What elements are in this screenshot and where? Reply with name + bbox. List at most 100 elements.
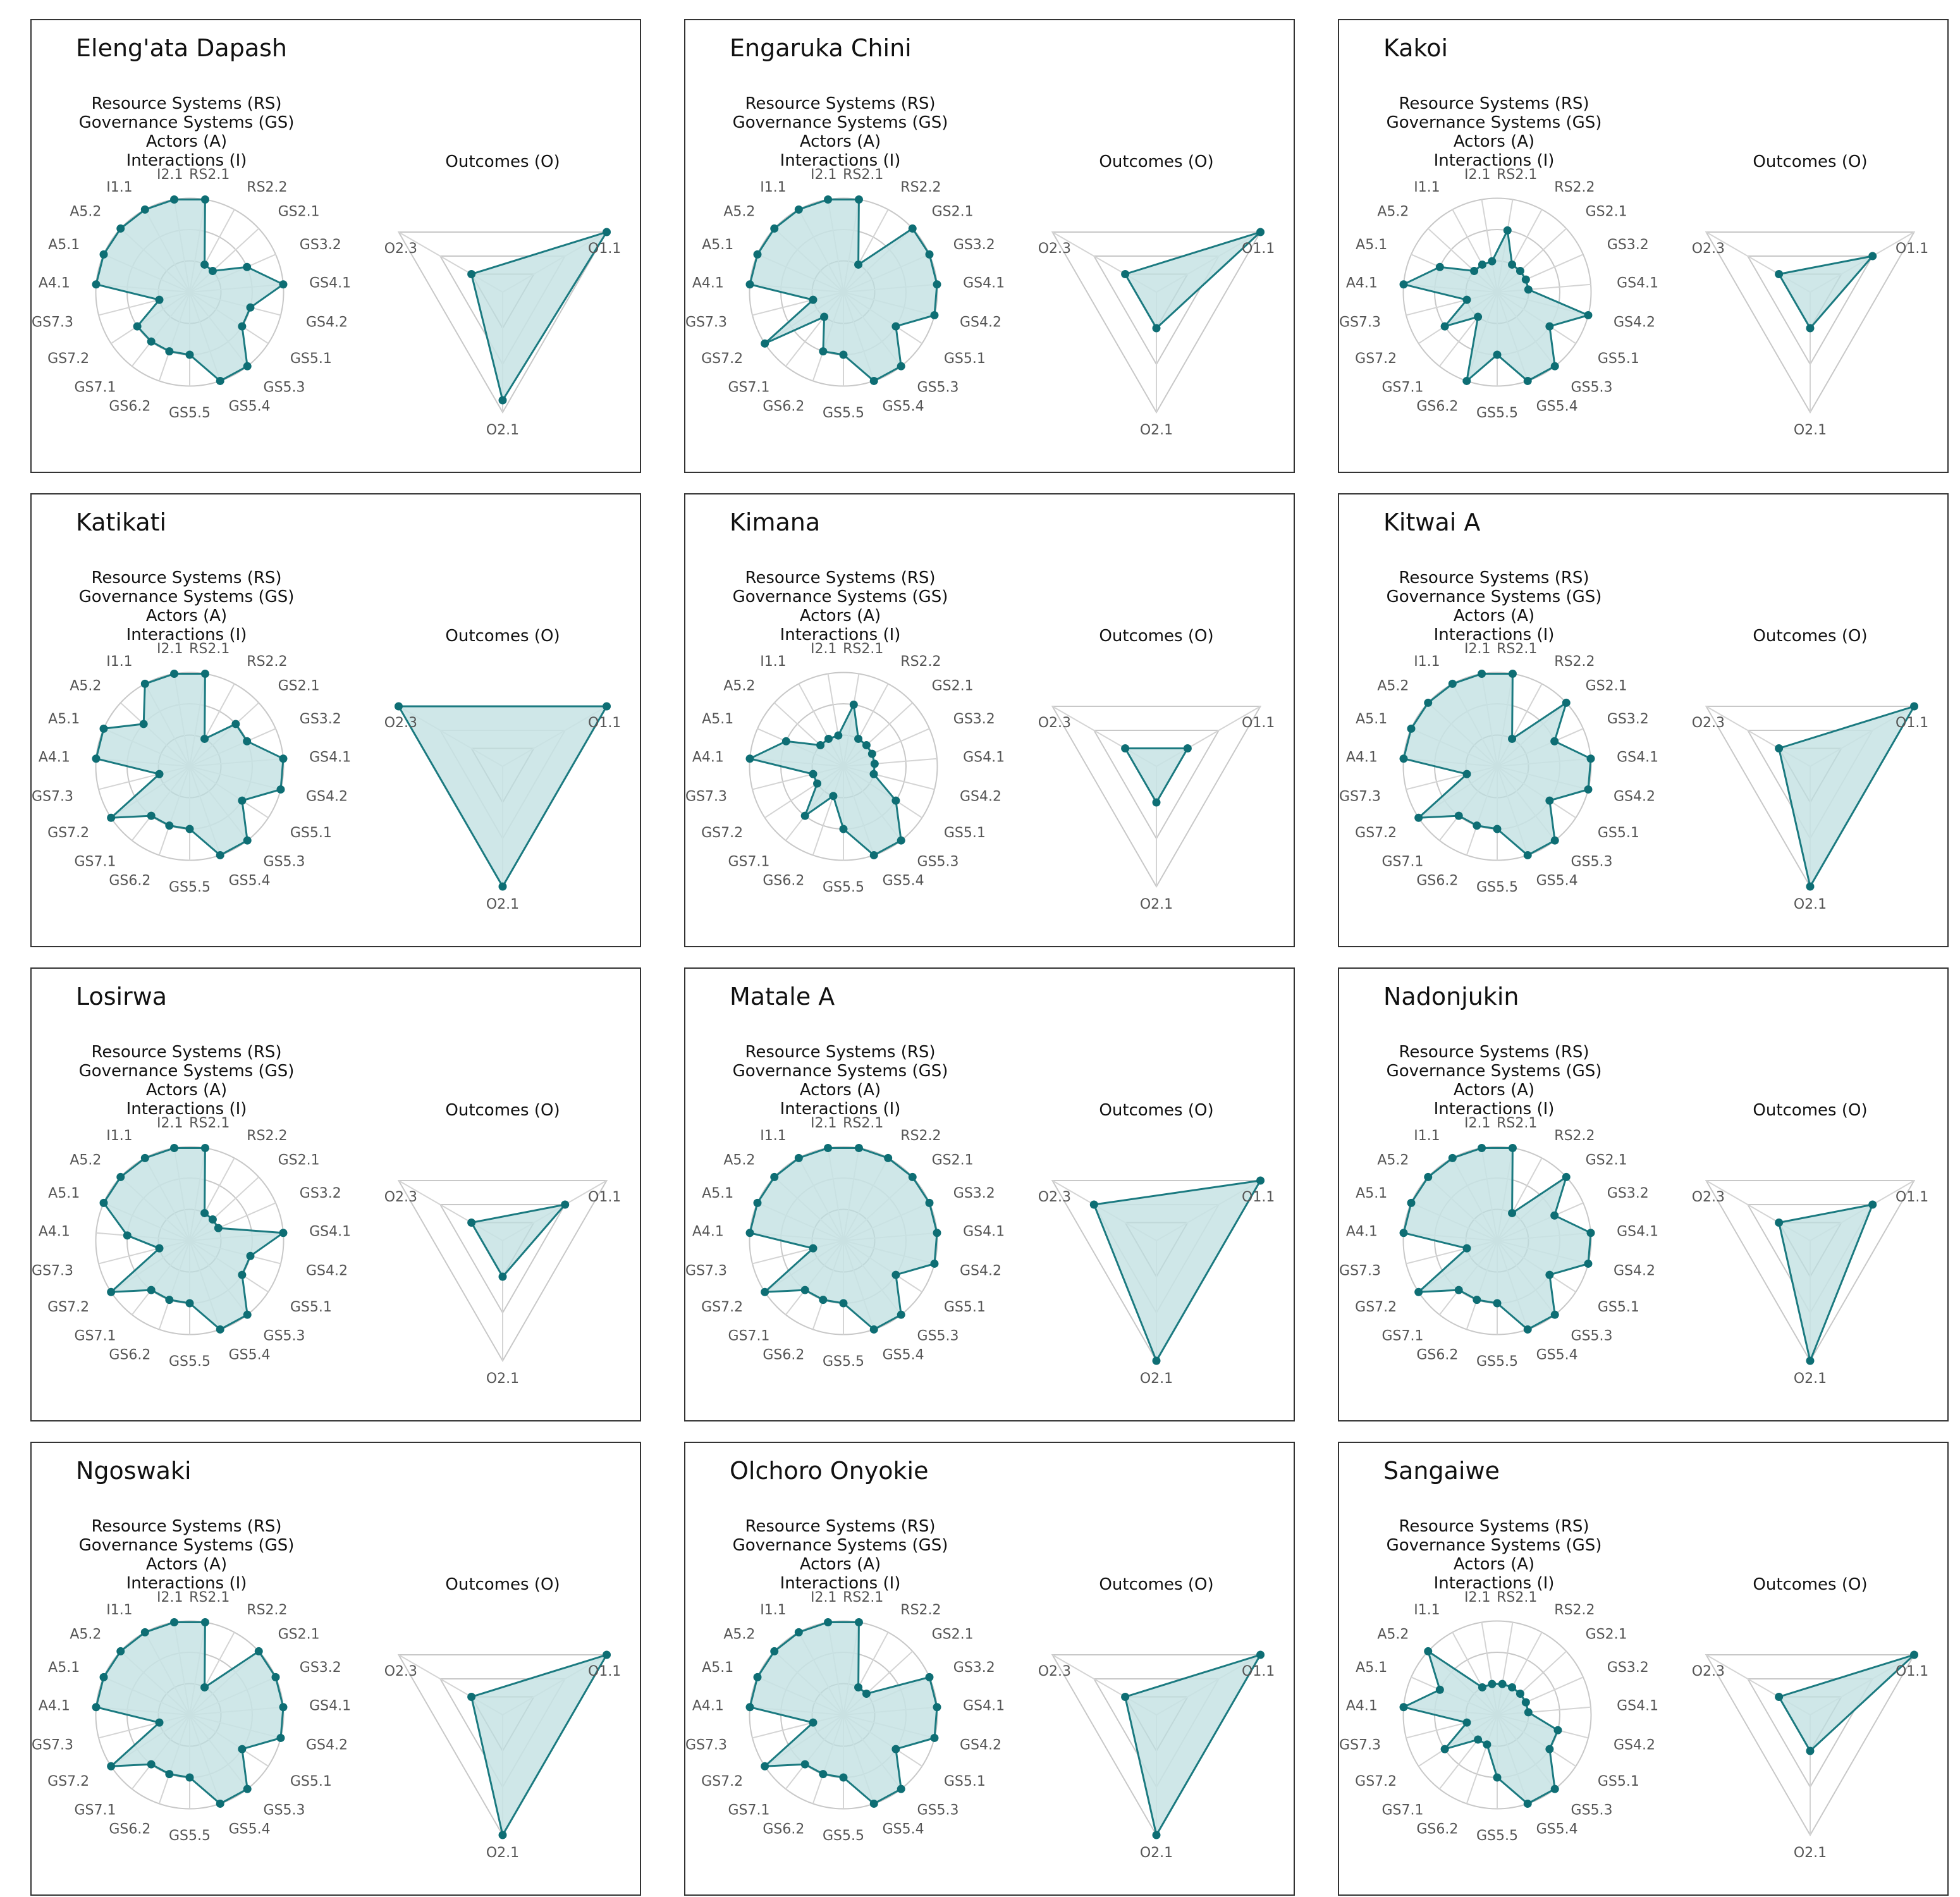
left-point-gs7-1 (1454, 1286, 1463, 1294)
left-point-gs5-3 (243, 1310, 252, 1319)
right-point-o1-1 (603, 1650, 611, 1659)
panel-title: Ngoswaki (76, 1457, 192, 1485)
left-point-gs5-4 (869, 1799, 878, 1808)
left-point-a4-1 (745, 1229, 754, 1237)
left-axis-label: GS6.2 (1416, 1821, 1458, 1837)
left-axis-label: A4.1 (39, 1224, 70, 1239)
left-heading-line: Resource Systems (RS) (91, 94, 281, 113)
left-heading-line: Actors (A) (800, 1081, 881, 1100)
right-series-area (470, 1654, 608, 1836)
left-axis-label: A5.1 (1356, 1660, 1387, 1676)
right-axis-label: O2.3 (1692, 1664, 1725, 1679)
left-axis-label: I2.1 (1464, 1590, 1490, 1605)
left-axis-label: GS7.3 (685, 1738, 727, 1753)
left-axis-label: GS5.1 (944, 351, 986, 367)
left-axis-label: GS5.4 (229, 873, 271, 888)
left-axis-label: I1.1 (106, 180, 132, 195)
left-axis-label: GS5.4 (883, 398, 924, 414)
left-axis-label: GS5.5 (823, 405, 864, 421)
left-axis-label: GS2.1 (1586, 1152, 1627, 1168)
left-axis-label: I1.1 (1414, 1602, 1440, 1618)
panel-title: Katikati (76, 508, 167, 536)
left-axis-label: GS4.2 (306, 1263, 348, 1279)
left-heading-line: Governance Systems (GS) (1387, 1536, 1602, 1555)
panel-title: Eleng'ata Dapash (76, 34, 287, 62)
left-heading-line: Governance Systems (GS) (733, 1062, 948, 1081)
left-axis-label: GS7.2 (1355, 1774, 1397, 1790)
left-point-gs4-2 (1584, 785, 1593, 794)
left-axis-label: RS2.1 (189, 167, 230, 183)
left-point-gs3-2 (214, 1224, 223, 1232)
left-axis-label: RS2.1 (1497, 167, 1537, 183)
left-point-gs4-1 (279, 1229, 288, 1237)
left-axis-label: A5.2 (70, 678, 101, 694)
left-point-gs7-3 (155, 295, 164, 304)
left-axis-label: GS5.4 (1536, 1821, 1578, 1837)
panel-kimana: Kimana Resource Systems (RS) Governance Sy… (684, 493, 1295, 947)
right-point-o2-1 (1806, 882, 1815, 891)
right-point-o2-1 (1806, 324, 1815, 333)
right-axis-label: O2.1 (1794, 1845, 1827, 1861)
left-axis-label: GS5.3 (1571, 1329, 1613, 1344)
left-axis-label: RS2.2 (1554, 180, 1595, 195)
left-axis-label: GS5.3 (917, 854, 959, 870)
left-axis-label: A5.2 (723, 1626, 755, 1642)
left-axis-label: I2.1 (157, 167, 183, 183)
left-axis-label: GS2.1 (932, 1152, 974, 1168)
left-point-i2-1 (170, 670, 179, 678)
left-point-gs7-3 (155, 1718, 164, 1727)
left-axis-label: A5.1 (1356, 711, 1387, 727)
left-axis-label: GS3.2 (300, 237, 341, 253)
left-point-a5-1 (753, 250, 762, 259)
left-axis-label: GS7.2 (701, 351, 743, 367)
left-point-rs2-2 (200, 1683, 209, 1691)
left-point-gs5-4 (869, 376, 878, 385)
right-point-o2-1 (498, 1831, 507, 1839)
right-point-o2-1 (498, 882, 507, 891)
left-point-a4-1 (1399, 1229, 1408, 1237)
left-axis-label: GS4.1 (309, 1698, 351, 1714)
right-grid-ring (1746, 1678, 1874, 1789)
left-axis-label: GS2.1 (278, 1152, 320, 1168)
left-point-gs5-1 (891, 322, 900, 331)
left-point-gs5-1 (891, 1745, 900, 1753)
left-axis-label: GS7.3 (685, 315, 727, 331)
left-point-a5-2 (139, 720, 148, 728)
right-axis-label: O2.3 (1692, 715, 1725, 731)
right-axis-label: O2.1 (1140, 1845, 1173, 1861)
left-point-a5-2 (116, 1647, 125, 1655)
left-point-gs7-2 (1440, 322, 1449, 331)
left-axis-label: GS7.1 (728, 1803, 769, 1819)
left-point-gs2-1 (208, 1215, 217, 1224)
right-point-o2-1 (498, 396, 507, 405)
left-axis-label: GS5.5 (169, 1354, 211, 1370)
left-axis-label: I1.1 (760, 180, 786, 195)
left-point-gs5-3 (897, 362, 905, 371)
right-grid-ring (1093, 255, 1220, 366)
left-point-gs7-2 (107, 1287, 116, 1296)
left-point-gs6-2 (1473, 1296, 1481, 1305)
left-point-gs5-4 (869, 1325, 878, 1334)
panel-title: Engaruka Chini (730, 34, 912, 62)
left-heading-line: Actors (A) (146, 606, 227, 625)
left-axis-label: A5.1 (702, 1186, 733, 1201)
right-point-o1-1 (603, 702, 611, 711)
left-point-gs7-3 (809, 770, 818, 778)
left-axis-label: RS2.2 (247, 654, 287, 670)
left-point-gs3-2 (1550, 737, 1559, 746)
right-axis-label: O1.1 (1896, 241, 1928, 257)
left-point-gs5-5 (839, 1773, 848, 1782)
left-axis-label: I2.1 (1464, 167, 1490, 183)
left-point-gs7-3 (809, 1718, 818, 1727)
right-grid-ring (1705, 1654, 1916, 1837)
left-point-gs6-2 (819, 1296, 828, 1305)
left-axis-label: GS5.1 (1598, 825, 1639, 841)
left-point-gs4-1 (279, 754, 288, 763)
left-axis-label: A5.2 (1377, 678, 1409, 694)
left-axis-label: A5.2 (723, 1152, 755, 1168)
left-point-rs2-2 (1508, 1208, 1517, 1217)
left-point-a5-2 (770, 224, 779, 233)
left-axis-label: GS4.2 (1614, 1738, 1655, 1753)
left-point-gs4-2 (276, 1733, 285, 1742)
left-heading-line: Resource Systems (RS) (1399, 1043, 1589, 1062)
